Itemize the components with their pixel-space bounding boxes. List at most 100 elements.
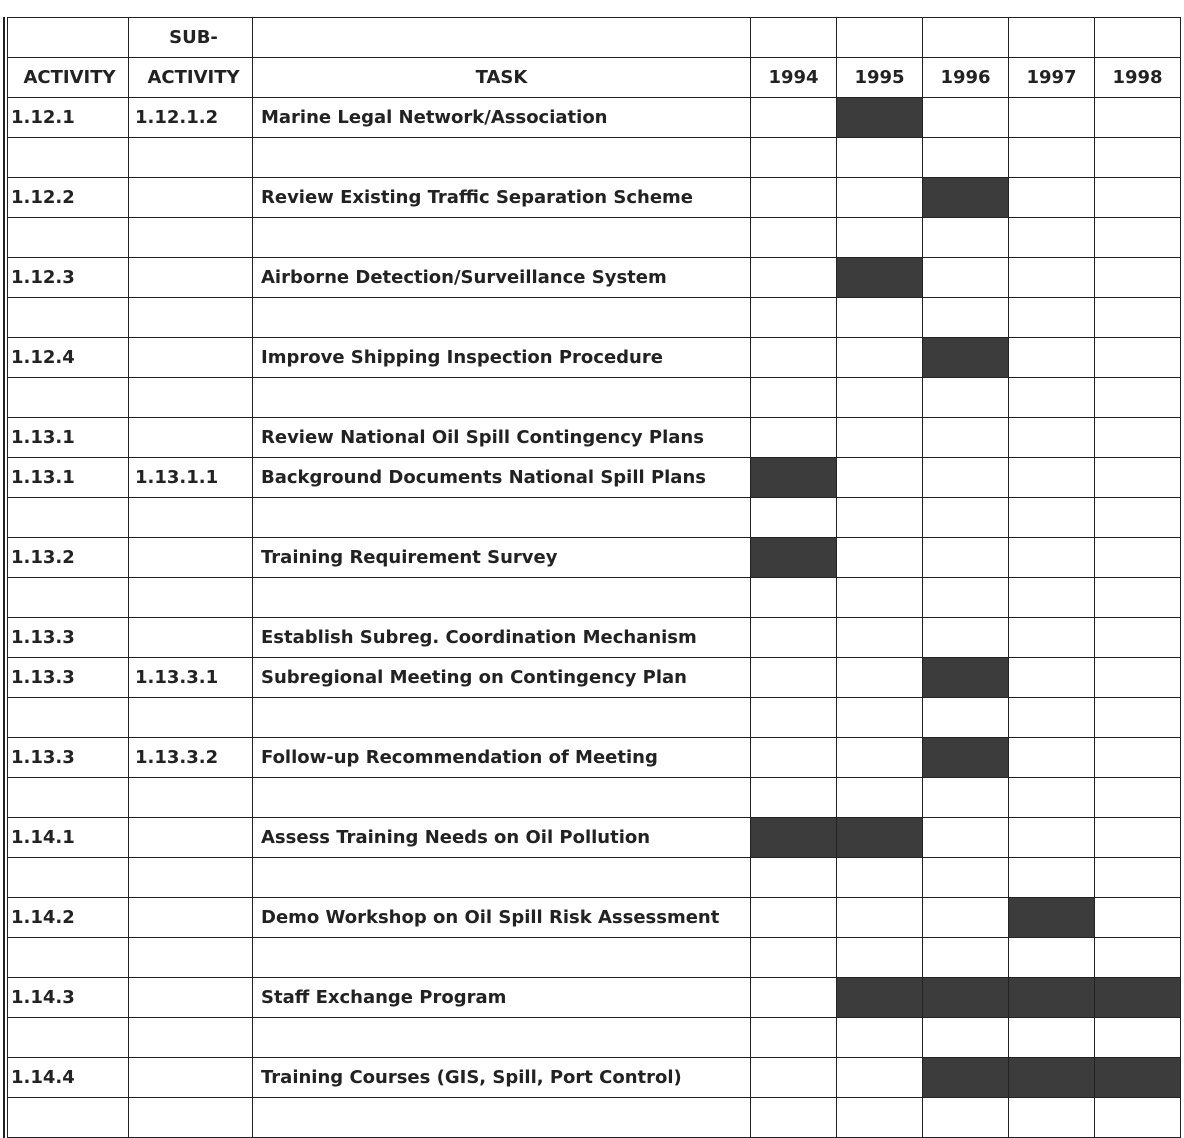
sub-activity-cell [128,937,253,978]
activity-cell: 1.13.2 [7,537,129,578]
table-row [7,137,1181,178]
sub-activity-cell [128,497,253,538]
year-cell-1995 [836,377,923,418]
schedule-bar-1994 [750,817,837,858]
sub-activity-cell [128,217,253,258]
sub-activity-cell [128,337,253,378]
table-row [7,857,1181,898]
sub-activity-cell [128,817,253,858]
year-cell-1997 [1008,777,1095,818]
sub-activity-cell [128,177,253,218]
year-cell-1995 [836,857,923,898]
year-cell-1996 [922,97,1009,138]
table-row: 1.14.4 Training Courses (GIS, Spill, Port… [7,1057,1181,1098]
sub-activity-cell [128,577,253,618]
task-cell [252,937,751,978]
table-row [7,577,1181,618]
year-cell-1998 [1094,337,1181,378]
schedule-bar-1998 [1094,1057,1181,1098]
year-cell-1997 [1008,857,1095,898]
task-cell [252,857,751,898]
year-cell-1997 [1008,257,1095,298]
activity-cell: 1.12.1 [7,97,129,138]
sub-activity-cell [128,897,253,938]
year-cell-1995 [836,937,923,978]
task-cell [252,1097,751,1138]
year-cell-1995 [836,457,923,498]
activity-cell: 1.14.3 [7,977,129,1018]
year-cell-1994 [750,617,837,658]
year-cell-1998 [1094,217,1181,258]
year-cell-1994 [750,577,837,618]
table-row: 1.12.1 1.12.1.2 Marine Legal Network/Assoc… [7,97,1181,138]
table-row: 1.13.3 1.13.3.2 Follow-up Recommendation o… [7,737,1181,778]
year-cell-1996 [922,817,1009,858]
year-cell-1998 [1094,1097,1181,1138]
task-cell [252,217,751,258]
sub-activity-cell [128,377,253,418]
year-cell-1998 [1094,537,1181,578]
table-row: 1.13.1 Review National Oil Spill Continge… [7,417,1181,458]
year-cell-1995 [836,297,923,338]
table-row [7,937,1181,978]
year-cell-1998 [1094,297,1181,338]
year-cell-1998 [1094,457,1181,498]
sub-activity-cell: 1.12.1.2 [128,97,253,138]
sub-activity-cell [128,777,253,818]
year-cell-1997 [1008,817,1095,858]
year-cell-1996 [922,577,1009,618]
task-cell: Demo Workshop on Oil Spill Risk Assessme… [252,897,751,938]
year-cell-1998 [1094,177,1181,218]
schedule-bar-1995 [836,977,923,1018]
activity-cell: 1.13.3 [7,737,129,778]
year-cell-1995 [836,777,923,818]
schedule-bar-1996 [922,977,1009,1018]
year-cell-1996 [922,217,1009,258]
header-row-2: ACTIVITY ACTIVITY TASK 1994 1995 1996 19… [7,57,1181,98]
schedule-bar-1997 [1008,1057,1095,1098]
table-row [7,497,1181,538]
activity-cell: 1.12.2 [7,177,129,218]
table-row: 1.13.3 1.13.3.1 Subregional Meeting on Con… [7,657,1181,698]
year-cell-1994 [750,977,837,1018]
year-cell-1995 [836,177,923,218]
year-cell-1998 [1094,857,1181,898]
year-cell-1997 [1008,937,1095,978]
activity-cell [7,697,129,738]
year-cell-1995 [836,1057,923,1098]
year-cell-1997 [1008,137,1095,178]
header-task: TASK [252,57,751,98]
schedule-bar-1996 [922,737,1009,778]
year-cell-1996 [922,937,1009,978]
year-cell-1994 [750,297,837,338]
task-cell [252,297,751,338]
year-cell-1996 [922,457,1009,498]
year-cell-1996 [922,1017,1009,1058]
year-cell-1996 [922,537,1009,578]
header-blank [1008,17,1095,58]
year-cell-1996 [922,417,1009,458]
sub-activity-cell [128,857,253,898]
year-cell-1995 [836,657,923,698]
header-blank [7,17,129,58]
year-cell-1997 [1008,1097,1095,1138]
year-cell-1996 [922,257,1009,298]
schedule-bar-1995 [836,257,923,298]
sub-activity-cell [128,1057,253,1098]
activity-cell: 1.13.3 [7,617,129,658]
task-cell: Staff Exchange Program [252,977,751,1018]
year-cell-1997 [1008,337,1095,378]
year-cell-1997 [1008,537,1095,578]
schedule-bar-1996 [922,337,1009,378]
year-cell-1996 [922,297,1009,338]
year-cell-1997 [1008,417,1095,458]
year-cell-1994 [750,417,837,458]
activity-cell [7,137,129,178]
year-cell-1994 [750,217,837,258]
year-cell-1994 [750,857,837,898]
year-cell-1995 [836,537,923,578]
table-row: 1.12.2 Review Existing Traffic Separation… [7,177,1181,218]
year-cell-1996 [922,617,1009,658]
activity-cell [7,1097,129,1138]
schedule-bar-1996 [922,657,1009,698]
